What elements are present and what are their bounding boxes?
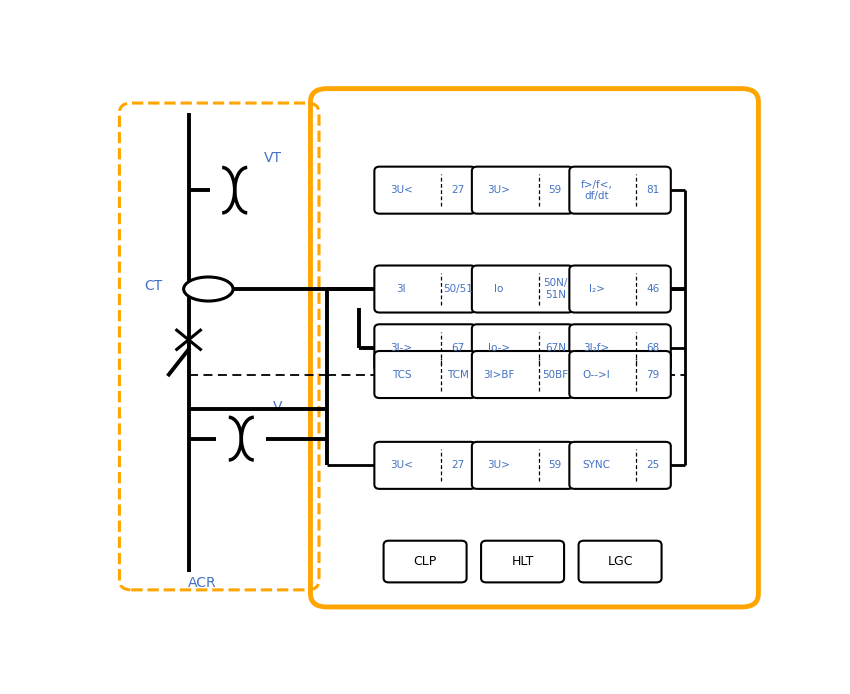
FancyBboxPatch shape — [570, 351, 671, 398]
Text: SYNC: SYNC — [582, 460, 610, 471]
Text: LGC: LGC — [607, 555, 632, 568]
Text: TCM: TCM — [447, 369, 468, 380]
FancyBboxPatch shape — [472, 167, 573, 214]
Text: 50N/
51N: 50N/ 51N — [543, 278, 568, 300]
Text: 3U>: 3U> — [488, 185, 510, 195]
FancyBboxPatch shape — [374, 442, 476, 489]
Text: ACR: ACR — [188, 576, 216, 590]
Text: f>/f<,
df/dt: f>/f<, df/dt — [581, 180, 612, 201]
Text: 3U>: 3U> — [488, 460, 510, 471]
Text: CLP: CLP — [413, 555, 437, 568]
FancyBboxPatch shape — [472, 351, 573, 398]
Text: Io: Io — [494, 284, 504, 294]
Text: 79: 79 — [646, 369, 660, 380]
Text: 81: 81 — [646, 185, 660, 195]
FancyBboxPatch shape — [374, 324, 476, 371]
Text: CT: CT — [144, 280, 162, 294]
Text: I₂>: I₂> — [588, 284, 604, 294]
Text: 68: 68 — [646, 343, 660, 353]
Text: V: V — [273, 400, 282, 414]
Text: TCS: TCS — [392, 369, 411, 380]
Text: HLT: HLT — [512, 555, 534, 568]
FancyBboxPatch shape — [374, 266, 476, 312]
FancyBboxPatch shape — [570, 442, 671, 489]
FancyBboxPatch shape — [579, 541, 661, 582]
FancyBboxPatch shape — [570, 167, 671, 214]
Text: 50/51: 50/51 — [443, 284, 473, 294]
Text: 27: 27 — [451, 460, 464, 471]
Text: Io->: Io-> — [488, 343, 510, 353]
FancyBboxPatch shape — [472, 266, 573, 312]
Text: 67: 67 — [451, 343, 464, 353]
Text: 3U<: 3U< — [390, 185, 413, 195]
Text: 46: 46 — [646, 284, 660, 294]
FancyBboxPatch shape — [374, 167, 476, 214]
Text: O-->I: O-->I — [582, 369, 610, 380]
FancyBboxPatch shape — [570, 266, 671, 312]
Text: 59: 59 — [549, 460, 562, 471]
Text: 67N: 67N — [545, 343, 566, 353]
Text: 50BF: 50BF — [542, 369, 569, 380]
Text: 3I₂f>: 3I₂f> — [583, 343, 609, 353]
FancyBboxPatch shape — [472, 324, 573, 371]
Text: 3U<: 3U< — [390, 460, 413, 471]
FancyBboxPatch shape — [481, 541, 564, 582]
FancyBboxPatch shape — [374, 351, 476, 398]
FancyBboxPatch shape — [472, 442, 573, 489]
FancyBboxPatch shape — [383, 541, 467, 582]
Text: 3I>BF: 3I>BF — [484, 369, 514, 380]
Text: 3I->: 3I-> — [390, 343, 412, 353]
Text: 25: 25 — [646, 460, 660, 471]
Text: 3I: 3I — [397, 284, 406, 294]
Text: VT: VT — [264, 151, 282, 165]
Text: 59: 59 — [549, 185, 562, 195]
Ellipse shape — [184, 277, 233, 301]
FancyBboxPatch shape — [570, 324, 671, 371]
Text: 27: 27 — [451, 185, 464, 195]
FancyBboxPatch shape — [310, 89, 758, 607]
